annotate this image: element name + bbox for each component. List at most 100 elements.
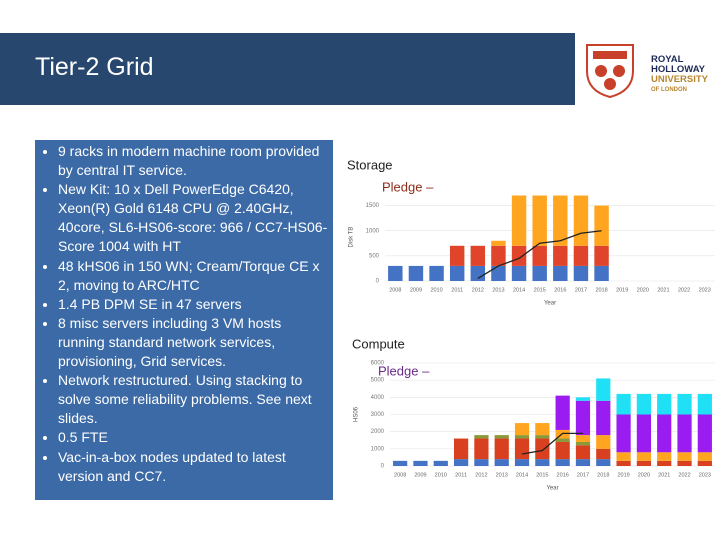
bar-segment <box>494 459 509 466</box>
bar-segment <box>555 459 570 466</box>
bar-segment <box>494 438 509 460</box>
bar-segment <box>555 395 570 430</box>
y-axis-label: HS06 <box>354 406 360 422</box>
x-tick-label: 2021 <box>658 472 670 478</box>
bar-segment <box>474 459 489 466</box>
x-tick-label: 2014 <box>516 472 528 478</box>
bar-segment <box>573 265 589 281</box>
bar-segment <box>616 414 631 453</box>
bar-segment <box>596 435 611 449</box>
bullet: 0.5 FTE <box>58 428 329 447</box>
x-tick-label: 2011 <box>455 472 467 478</box>
bar-segment <box>449 265 465 281</box>
y-tick-label: 3000 <box>371 412 385 418</box>
bar-segment <box>555 441 570 460</box>
bar-segment <box>449 245 465 266</box>
bar-segment <box>433 460 448 466</box>
bar-segment <box>532 195 547 246</box>
x-tick-label: 2012 <box>475 472 487 478</box>
logo-line: OF LONDON <box>651 87 687 93</box>
bar-segment <box>514 438 530 460</box>
bullet: 9 racks in modern machine room provided … <box>58 142 329 180</box>
bar-segment <box>575 435 591 442</box>
x-tick-label: 2015 <box>536 472 548 478</box>
bar-segment <box>470 245 486 266</box>
x-tick-label: 2022 <box>678 287 690 293</box>
bar-segment <box>636 414 652 453</box>
bar-segment <box>697 414 712 453</box>
bar-segment <box>697 460 712 466</box>
y-tick-label: 1500 <box>366 203 380 209</box>
y-tick-label: 500 <box>369 253 380 259</box>
logo-line: UNIVERSITY <box>651 74 709 85</box>
bar-segment <box>555 429 570 439</box>
x-tick-label: 2020 <box>638 472 650 478</box>
bar-segment <box>575 441 591 446</box>
bullet: Vac-in-a-box nodes updated to latest ver… <box>58 448 329 486</box>
bar-segment <box>616 393 631 415</box>
bullet: 1.4 PB DPM SE in 47 servers <box>58 295 329 314</box>
x-tick-label: 2012 <box>472 287 484 293</box>
y-tick-label: 0 <box>376 279 380 285</box>
chart-title: Compute <box>352 336 405 351</box>
bar-segment <box>575 400 591 436</box>
x-tick-label: 2023 <box>699 472 711 478</box>
bar-segment <box>553 245 568 266</box>
logo: ROYAL HOLLOWAY UNIVERSITY OF LONDON <box>575 33 720 105</box>
bar-segment <box>575 445 591 460</box>
bar-segment <box>575 459 591 466</box>
x-tick-label: 2016 <box>557 472 569 478</box>
bar-segment <box>408 265 424 281</box>
x-tick-label: 2013 <box>496 472 508 478</box>
y-tick-label: 0 <box>381 464 385 470</box>
chart-title: Storage <box>347 157 393 172</box>
x-tick-label: 2013 <box>492 287 504 293</box>
y-tick-label: 1000 <box>366 228 380 234</box>
x-tick-label: 2015 <box>534 287 546 293</box>
bar-segment <box>514 435 530 439</box>
x-tick-label: 2014 <box>513 287 525 293</box>
bar-segment <box>677 452 692 461</box>
y-tick-label: 1000 <box>371 446 385 452</box>
x-tick-label: 2022 <box>678 472 690 478</box>
x-tick-label: 2017 <box>575 287 587 293</box>
bar-segment <box>511 265 527 281</box>
bullet: 48 kHS06 in 150 WN; Cream/Torque CE x 2,… <box>58 257 329 295</box>
x-tick-label: 2009 <box>410 287 422 293</box>
bar-segment <box>393 460 408 466</box>
bar-segment <box>514 459 530 466</box>
bar-segment <box>514 423 530 436</box>
bar-segment <box>657 452 672 461</box>
bullet: 8 misc servers including 3 VM hosts runn… <box>58 314 329 371</box>
bar-segment <box>535 423 550 436</box>
bar-segment <box>511 195 527 246</box>
bar-segment <box>594 245 609 266</box>
bar-segment <box>596 400 611 436</box>
x-axis-label: Year <box>546 486 558 492</box>
x-tick-label: 2018 <box>595 287 607 293</box>
x-tick-label: 2019 <box>616 287 628 293</box>
y-tick-label: 4000 <box>371 395 385 401</box>
bar-segment <box>573 245 589 266</box>
bar-segment <box>575 397 591 401</box>
x-tick-label: 2008 <box>389 287 401 293</box>
bar-segment <box>470 265 486 281</box>
bar-segment <box>553 265 568 281</box>
pledge-line <box>521 432 583 455</box>
bar-segment <box>677 414 692 453</box>
bar-segment <box>657 393 672 415</box>
bullet: Network restructured. Using stacking to … <box>58 371 329 428</box>
crest <box>586 44 634 99</box>
bar-segment <box>596 459 611 466</box>
bullet: New Kit: 10 x Dell PowerEdge C6420, Xeon… <box>58 180 329 256</box>
bar-segment <box>535 459 550 466</box>
bar-segment <box>453 459 469 466</box>
x-tick-label: 2008 <box>394 472 406 478</box>
x-tick-label: 2018 <box>597 472 609 478</box>
x-tick-label: 2021 <box>657 287 669 293</box>
bar-segment <box>573 195 589 246</box>
bar-segment <box>491 240 506 246</box>
x-tick-label: 2016 <box>554 287 566 293</box>
bar-segment <box>474 435 489 439</box>
